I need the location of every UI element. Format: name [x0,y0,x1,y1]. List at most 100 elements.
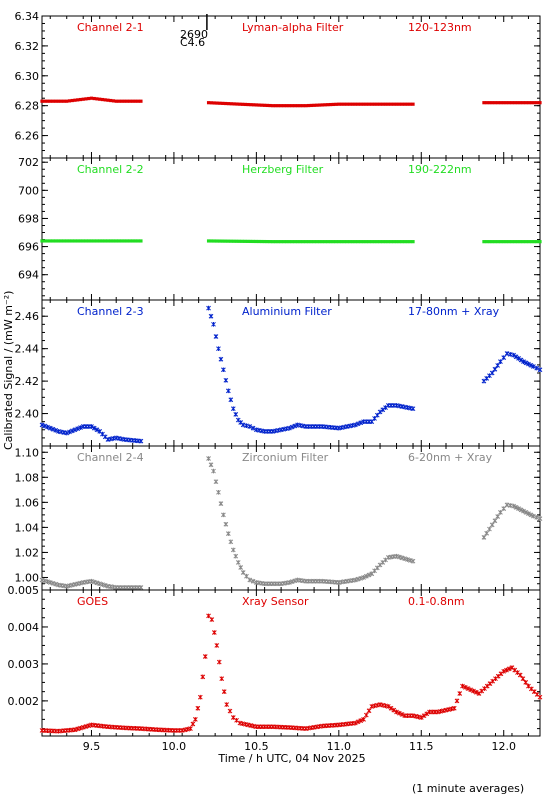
data-point [39,577,45,583]
data-point [493,240,497,244]
data-point [531,513,536,519]
data-point [111,99,116,103]
data-point [216,659,222,665]
data-point [521,240,525,244]
data-point [532,240,536,244]
data-point [94,427,100,433]
data-point [511,503,516,509]
data-point [56,239,61,243]
data-point [295,240,300,244]
data-point [315,240,319,244]
data-point [481,535,487,540]
data-point [451,705,457,711]
data-point [221,367,226,373]
data-point [411,240,415,244]
data-point [359,240,363,244]
data-point [407,558,413,563]
data-point [208,313,214,319]
data-point [42,423,48,429]
data-point [92,239,96,243]
data-point [78,97,83,102]
data-point [78,425,83,430]
data-point [534,515,540,520]
data-point [51,239,55,243]
data-point [501,240,506,244]
data-point [538,101,542,105]
data-point [212,239,216,243]
data-point [216,489,221,495]
data-point [206,456,211,461]
data-point [240,239,244,243]
data-point [326,103,330,107]
data-point [418,715,424,720]
data-point [53,427,59,433]
data-point [89,239,94,243]
data-point [482,240,486,244]
data-point [487,526,492,532]
data-point [482,101,486,105]
data-point [394,102,399,106]
panels-group: 6.26 6.28 6.30 6.32 6.34 Channel 2-1 Lyman-alp… [8,10,543,753]
data-point [355,576,361,582]
data-point [125,239,129,243]
data-point [229,239,233,243]
data-point [53,581,59,587]
data-point [230,406,236,412]
data-point [523,510,529,515]
data-point [408,102,412,106]
data-point [111,239,116,243]
data-point [399,712,405,717]
data-point [209,239,213,243]
data-point [211,321,216,327]
data-point [328,102,333,107]
data-point [240,422,246,428]
data-point [528,512,534,518]
data-point [460,683,465,689]
data-point [235,102,239,106]
data-point [513,505,519,510]
data-point [122,239,127,243]
data-point [301,104,305,108]
data-point [225,531,231,537]
data-point [136,99,140,103]
data-point [62,239,66,243]
data-point [518,101,522,105]
data-point [232,239,236,243]
data-point [200,674,206,680]
data-point [323,103,327,107]
data-point [69,428,75,434]
data-point [507,101,511,105]
data-point [265,239,269,244]
data-point [507,351,513,357]
data-point [361,240,366,244]
data-point [109,239,113,243]
y-tick-label: 6.34 [15,10,40,23]
data-point [331,102,335,107]
data-point [223,239,227,243]
y-tick-label: 696 [18,241,39,254]
data-point [524,101,528,105]
data-point [138,438,144,444]
data-point [526,511,531,516]
data-point [350,102,355,106]
data-point [271,104,275,108]
data-point [67,429,72,435]
data-point [225,388,231,394]
data-point [348,102,352,106]
data-point [403,102,407,106]
data-point [128,239,132,243]
data-point [86,723,92,729]
data-point [363,573,369,579]
data-point [345,240,349,244]
data-point [235,560,241,565]
data-point [355,719,361,725]
data-point [521,359,526,364]
data-point [411,102,415,106]
data-point [389,240,393,244]
data-point [405,102,410,106]
data-point [510,240,514,244]
data-point [532,101,536,105]
y-tick-label: 1.04 [15,521,40,534]
data-point [465,686,471,691]
